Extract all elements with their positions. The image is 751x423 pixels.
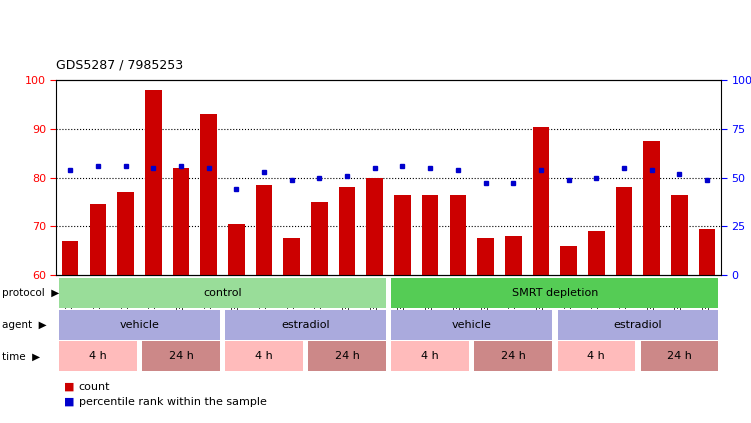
Bar	[422, 195, 439, 275]
Text: 4 h: 4 h	[587, 352, 605, 361]
FancyBboxPatch shape	[225, 310, 386, 340]
FancyBboxPatch shape	[142, 341, 220, 371]
Bar	[698, 229, 716, 275]
Bar	[505, 236, 521, 275]
Bar	[201, 114, 217, 275]
Bar	[145, 90, 161, 275]
FancyBboxPatch shape	[225, 341, 303, 371]
Bar	[228, 224, 245, 275]
Bar	[532, 126, 549, 275]
Text: vehicle: vehicle	[452, 320, 492, 330]
Bar	[311, 202, 327, 275]
Text: protocol  ▶: protocol ▶	[2, 288, 59, 298]
Bar	[283, 239, 300, 275]
FancyBboxPatch shape	[475, 341, 552, 371]
FancyBboxPatch shape	[391, 341, 469, 371]
Text: vehicle: vehicle	[119, 320, 159, 330]
Bar	[478, 239, 494, 275]
FancyBboxPatch shape	[59, 310, 220, 340]
Text: 4 h: 4 h	[89, 352, 107, 361]
FancyBboxPatch shape	[557, 341, 635, 371]
Text: ■: ■	[64, 397, 74, 407]
Text: GDS5287 / 7985253: GDS5287 / 7985253	[56, 59, 183, 72]
Bar	[560, 246, 577, 275]
FancyBboxPatch shape	[59, 278, 386, 308]
Text: percentile rank within the sample: percentile rank within the sample	[79, 397, 267, 407]
FancyBboxPatch shape	[391, 278, 718, 308]
Bar	[588, 231, 605, 275]
Bar	[394, 195, 411, 275]
Bar	[89, 204, 106, 275]
Text: ■: ■	[64, 382, 74, 392]
Text: estradiol: estradiol	[282, 320, 330, 330]
Bar	[671, 195, 688, 275]
Text: estradiol: estradiol	[614, 320, 662, 330]
Text: 24 h: 24 h	[335, 352, 360, 361]
FancyBboxPatch shape	[391, 310, 552, 340]
Text: 4 h: 4 h	[255, 352, 273, 361]
Text: 24 h: 24 h	[168, 352, 193, 361]
Text: count: count	[79, 382, 110, 392]
Bar	[616, 187, 632, 275]
FancyBboxPatch shape	[59, 341, 137, 371]
Bar	[450, 195, 466, 275]
Bar	[62, 241, 79, 275]
FancyBboxPatch shape	[641, 341, 718, 371]
Bar	[339, 187, 355, 275]
Bar	[366, 178, 383, 275]
Bar	[255, 185, 273, 275]
Text: SMRT depletion: SMRT depletion	[511, 288, 598, 298]
Text: 24 h: 24 h	[667, 352, 692, 361]
Text: agent  ▶: agent ▶	[2, 320, 46, 330]
FancyBboxPatch shape	[557, 310, 718, 340]
Text: 4 h: 4 h	[421, 352, 439, 361]
Bar	[173, 168, 189, 275]
Bar	[117, 192, 134, 275]
Text: control: control	[204, 288, 242, 298]
Text: time  ▶: time ▶	[2, 352, 40, 361]
Text: 24 h: 24 h	[501, 352, 526, 361]
Bar	[644, 141, 660, 275]
FancyBboxPatch shape	[309, 341, 386, 371]
